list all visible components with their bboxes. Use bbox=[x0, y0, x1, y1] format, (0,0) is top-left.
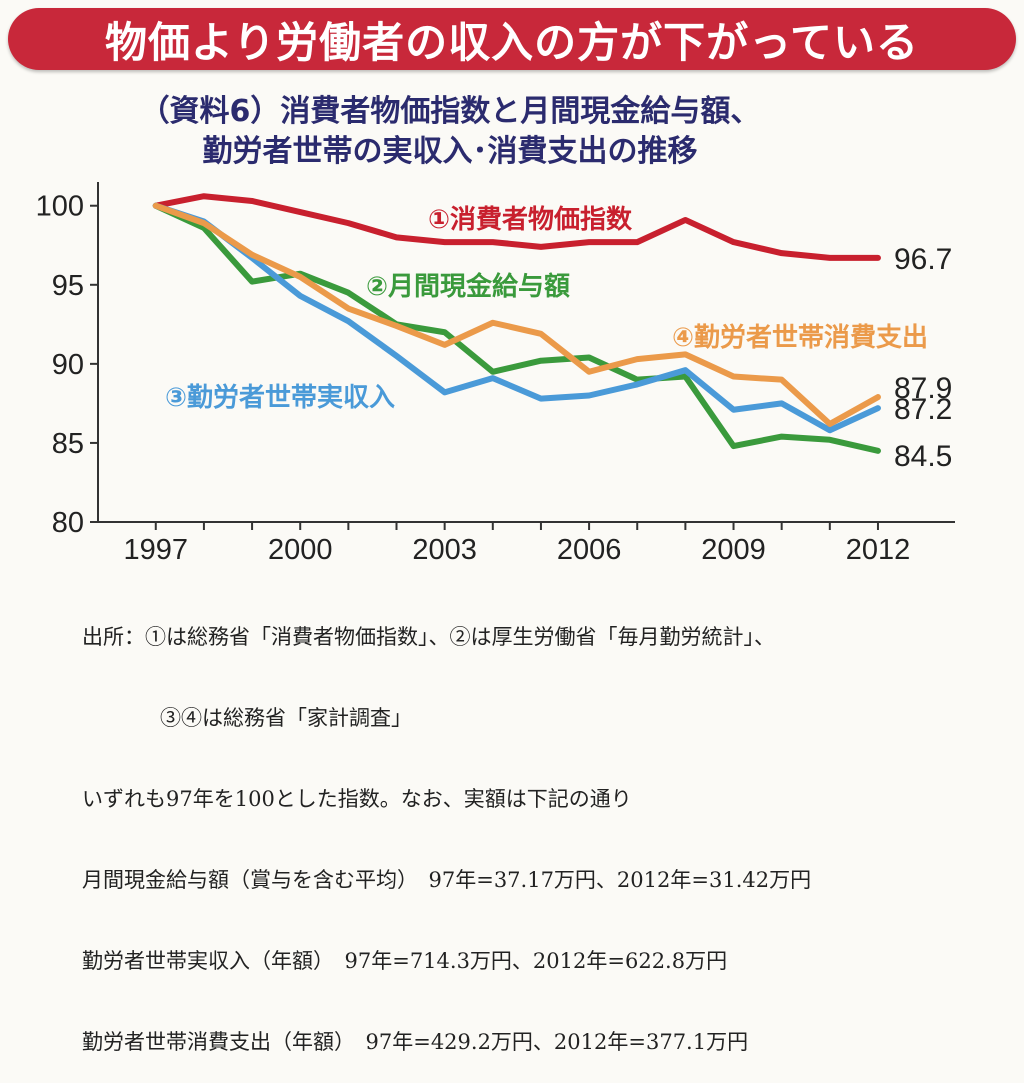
x-tick-label: 2009 bbox=[701, 534, 766, 566]
x-tick-label: 2012 bbox=[846, 534, 911, 566]
note-line-3: いずれも97年を100とした指数。なお、実額は下記の通り bbox=[82, 786, 811, 813]
series-name-label: ②月間現金給与額 bbox=[366, 271, 570, 302]
y-tick-label: 100 bbox=[36, 191, 84, 223]
y-tick-label: 85 bbox=[52, 428, 84, 460]
x-tick-label: 2000 bbox=[268, 534, 333, 566]
x-tick-label: 1997 bbox=[124, 534, 189, 566]
line-chart: 100 95 90 85 80 1997 2000 2003 2006 2009 2012 ①消費者物… bbox=[0, 0, 1024, 570]
source-notes: 出所：①は総務省「消費者物価指数」、②は厚生労働省「毎月勤労統計」、 ③④は総務… bbox=[82, 570, 811, 1083]
y-tick-label: 95 bbox=[52, 270, 84, 302]
end-value-label: 84.5 bbox=[894, 440, 952, 473]
series-name-label: ③勤労者世帯実収入 bbox=[165, 382, 395, 413]
y-tick-label: 80 bbox=[52, 507, 84, 539]
note-line-1: 出所：①は総務省「消費者物価指数」、②は厚生労働省「毎月勤労統計」、 bbox=[82, 624, 811, 651]
series-name-label: ①消費者物価指数 bbox=[428, 205, 633, 235]
y-tick-label: 90 bbox=[52, 349, 84, 381]
note-line-4: 月間現金給与額（賞与を含む平均） 97年=37.17万円、2012年=31.42… bbox=[82, 867, 811, 894]
note-line-2: ③④は総務省「家計調査」 bbox=[82, 705, 811, 732]
x-tick-label: 2003 bbox=[412, 534, 477, 566]
x-tick-label: 2006 bbox=[557, 534, 622, 566]
note-line-6: 勤労者世帯消費支出（年額） 97年=429.2万円、2012年=377.1万円 bbox=[82, 1029, 811, 1056]
end-value-label: 87.9 bbox=[894, 372, 952, 405]
end-value-label: 96.7 bbox=[894, 243, 952, 276]
note-line-5: 勤労者世帯実収入（年額） 97年=714.3万円、2012年=622.8万円 bbox=[82, 948, 811, 975]
series-name-label: ④勤労者世帯消費支出 bbox=[672, 323, 928, 353]
